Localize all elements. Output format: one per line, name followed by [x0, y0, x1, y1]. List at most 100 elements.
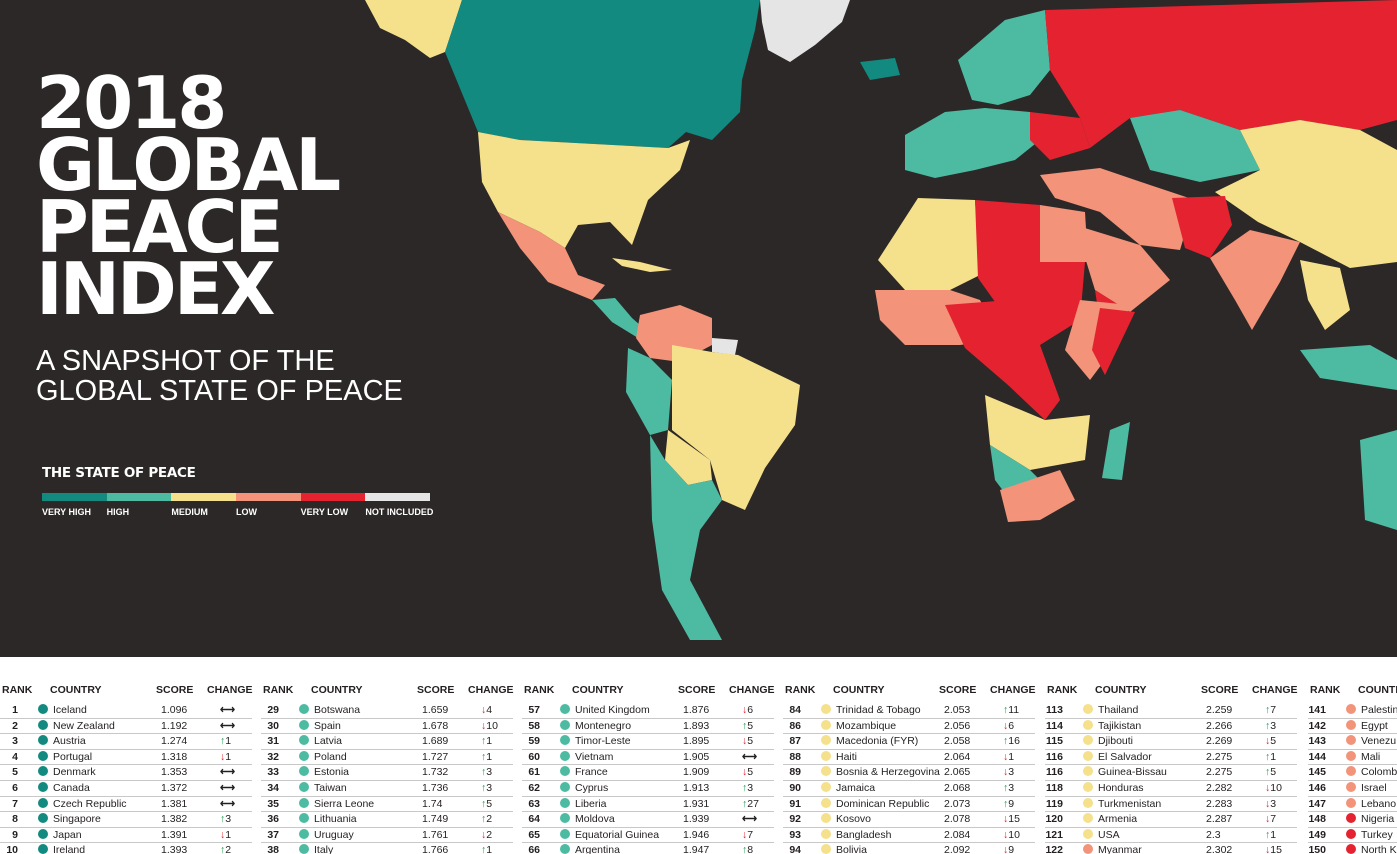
- row-rank: 144: [1308, 750, 1326, 763]
- legend-swatch-very-high: [42, 493, 107, 501]
- legend: THE STATE OF PEACE VERY HIGH HIGH MEDIUM LO…: [42, 465, 434, 521]
- row-country: Equatorial Guinea: [575, 828, 660, 841]
- map-southern-africa-mid: [985, 395, 1090, 470]
- row-change: ↑11: [1003, 704, 1019, 716]
- row-country: Cyprus: [575, 781, 609, 794]
- peace-level-dot: [560, 735, 570, 746]
- table-row: 89 Bosnia & Herzegovina 2.065 ↓3: [783, 765, 1035, 781]
- table-row: 120 Armenia 2.287 ↓7: [1045, 812, 1297, 828]
- peace-level-dot: [1083, 719, 1093, 730]
- peace-level-dot: [1083, 766, 1093, 777]
- row-change: ↓4: [481, 704, 492, 716]
- row-score: 2.269: [1206, 735, 1233, 748]
- row-change: ↑5: [481, 798, 492, 810]
- row-change: ↑1: [1265, 829, 1276, 841]
- table-row: 119 Turkmenistan 2.283 ↓3: [1045, 797, 1297, 813]
- row-country: Trinidad & Tobago: [836, 704, 921, 716]
- no-change-icon: ⟷: [220, 766, 236, 779]
- table-row: 143 Venezu: [1308, 734, 1397, 750]
- row-change: ↑3: [742, 782, 753, 794]
- row-change: ↑7: [1265, 704, 1276, 716]
- legend-swatch-medium: [171, 493, 237, 501]
- row-rank: 4: [12, 750, 18, 763]
- legend-swatch-not-included: [365, 493, 431, 501]
- row-country: United Kingdom: [575, 704, 650, 716]
- legend-label-not-included: NOT INCLUDED: [365, 507, 434, 517]
- rankings-table: RANK COUNTRY SCORE CHANGE 1 Iceland 1.096 ⟷ 2 New…: [0, 657, 1397, 854]
- row-country: Tajikistan: [1098, 719, 1142, 732]
- row-rank: 10: [6, 844, 18, 854]
- row-change: ↓6: [742, 704, 753, 716]
- row-rank: 120: [1045, 813, 1063, 826]
- change-down-icon: ↓: [220, 828, 226, 841]
- table-row: 30 Spain 1.678 ↓10: [261, 719, 513, 735]
- row-country: Bolivia: [836, 844, 867, 854]
- peace-level-dot: [821, 813, 831, 824]
- change-value: 8: [747, 844, 754, 854]
- row-change: ↑1: [481, 751, 492, 763]
- table-column: 1 Iceland 1.096 ⟷ 2 New Zealand 1.192 ⟷ 3 Austria…: [0, 703, 252, 854]
- map-greenland: [760, 0, 850, 62]
- row-score: 1.393: [161, 844, 188, 854]
- change-up-icon: ↑: [481, 797, 487, 810]
- row-score: 1.096: [161, 704, 188, 716]
- row-change: ↓2: [481, 829, 492, 841]
- peace-level-dot: [560, 813, 570, 824]
- table-row: 88 Haiti 2.064 ↓1: [783, 750, 1035, 766]
- table-row: 35 Sierra Leone 1.74 ↑5: [261, 797, 513, 813]
- peace-level-dot: [560, 828, 570, 839]
- change-value: 4: [486, 704, 493, 716]
- change-up-icon: ↑: [220, 735, 226, 748]
- row-change: ↓3: [1265, 798, 1276, 810]
- change-up-icon: ↑: [1265, 766, 1271, 779]
- table-column: 113 Thailand 2.259 ↑7 114 Tajikistan 2.266 ↑3 11…: [1045, 703, 1297, 854]
- map-area: 2018 GLOBAL PEACE INDEX A SNAPSHOT OF TH…: [0, 0, 1397, 657]
- table-row: 145 Colomb: [1308, 765, 1397, 781]
- row-change: ↓10: [481, 720, 498, 732]
- peace-level-dot: [1083, 704, 1093, 714]
- table-row: 87 Macedonia (FYR) 2.058 ↑16: [783, 734, 1035, 750]
- row-country: Botswana: [314, 704, 361, 716]
- row-rank: 59: [528, 735, 540, 748]
- change-value: 7: [1270, 813, 1277, 826]
- peace-level-dot: [38, 766, 48, 777]
- row-country: USA: [1098, 828, 1120, 841]
- row-rank: 142: [1308, 719, 1326, 732]
- row-change: ↑5: [742, 720, 753, 732]
- peace-level-dot: [299, 828, 309, 839]
- map-alaska: [365, 0, 462, 58]
- legend-swatch-high: [106, 493, 172, 501]
- peace-level-dot: [821, 797, 831, 808]
- change-up-icon: ↑: [1003, 781, 1009, 794]
- row-country: Mali: [1361, 750, 1381, 763]
- peace-level-dot: [560, 750, 570, 761]
- change-up-icon: ↑: [1265, 719, 1271, 732]
- map-central-america: [592, 298, 648, 338]
- title-line-3: PEACE: [36, 185, 284, 269]
- row-country: France: [575, 766, 608, 779]
- change-up-icon: ↑: [220, 813, 226, 826]
- table-row: 10 Ireland 1.393 ↑2: [0, 843, 252, 854]
- header-country: COUNTRY: [833, 684, 885, 696]
- change-up-icon: ↑: [481, 735, 487, 748]
- table-row: 116 Guinea-Bissau 2.275 ↑5: [1045, 765, 1297, 781]
- map-scandinavia: [958, 10, 1050, 105]
- row-rank: 114: [1046, 719, 1063, 732]
- table-row: 64 Moldova 1.939 ⟷: [522, 812, 774, 828]
- row-country: Latvia: [314, 735, 343, 748]
- map-southern-cone: [650, 435, 722, 640]
- row-change: ↓5: [1265, 735, 1276, 747]
- change-up-icon: ↑: [220, 844, 226, 854]
- row-change: ↓10: [1003, 829, 1020, 841]
- change-value: 10: [1270, 781, 1282, 794]
- change-down-icon: ↓: [1265, 797, 1271, 810]
- row-score: 2.058: [944, 735, 971, 748]
- row-score: 1.391: [161, 828, 188, 841]
- row-score: 2.073: [944, 797, 971, 810]
- table-row: 121 USA 2.3 ↑1: [1045, 828, 1297, 844]
- row-rank: 87: [789, 735, 801, 748]
- row-rank: 88: [789, 750, 801, 763]
- row-score: 1.749: [422, 813, 449, 826]
- header-rank: RANK: [1047, 684, 1078, 696]
- row-rank: 121: [1045, 828, 1063, 841]
